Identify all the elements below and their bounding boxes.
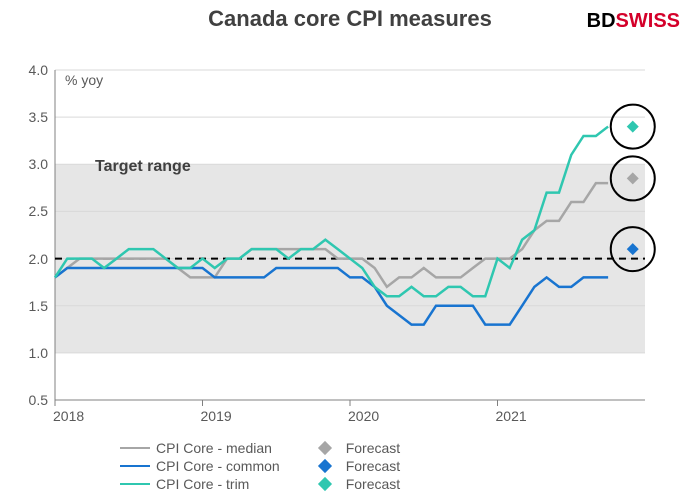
y-tick-label: 2.5 bbox=[8, 203, 48, 219]
x-tick-label: 2018 bbox=[53, 408, 84, 424]
legend-item-common: CPI Core - common bbox=[120, 458, 280, 474]
legend-label: Forecast bbox=[346, 458, 400, 474]
y-tick-label: 2.0 bbox=[8, 251, 48, 267]
legend-item-trim-fc: Forecast bbox=[310, 476, 400, 492]
y-tick-label: 3.0 bbox=[8, 156, 48, 172]
target-annotation: Target range bbox=[95, 158, 191, 176]
plot-svg bbox=[0, 0, 700, 500]
x-tick-label: 2021 bbox=[496, 408, 527, 424]
legend-label: CPI Core - common bbox=[156, 458, 280, 474]
legend-item-trim: CPI Core - trim bbox=[120, 476, 280, 492]
legend-item-median-fc: Forecast bbox=[310, 440, 400, 456]
legend-swatch-diamond bbox=[318, 441, 332, 455]
y-tick-label: 0.5 bbox=[8, 392, 48, 408]
legend: CPI Core - median Forecast CPI Core - co… bbox=[120, 440, 400, 492]
legend-swatch-diamond bbox=[318, 459, 332, 473]
legend-swatch-diamond bbox=[318, 477, 332, 491]
y-tick-label: 1.0 bbox=[8, 345, 48, 361]
legend-swatch-line bbox=[120, 447, 150, 450]
legend-label: Forecast bbox=[346, 440, 400, 456]
legend-label: Forecast bbox=[346, 476, 400, 492]
chart-container: Canada core CPI measures BDSWISS % yoy 0… bbox=[0, 0, 700, 500]
x-tick-label: 2020 bbox=[348, 408, 379, 424]
x-tick-label: 2019 bbox=[201, 408, 232, 424]
legend-label: CPI Core - trim bbox=[156, 476, 249, 492]
y-tick-label: 3.5 bbox=[8, 109, 48, 125]
y-tick-label: 1.5 bbox=[8, 298, 48, 314]
y-tick-label: 4.0 bbox=[8, 62, 48, 78]
legend-item-median: CPI Core - median bbox=[120, 440, 280, 456]
legend-swatch-line bbox=[120, 465, 150, 468]
legend-label: CPI Core - median bbox=[156, 440, 272, 456]
legend-item-common-fc: Forecast bbox=[310, 458, 400, 474]
legend-swatch-line bbox=[120, 483, 150, 486]
